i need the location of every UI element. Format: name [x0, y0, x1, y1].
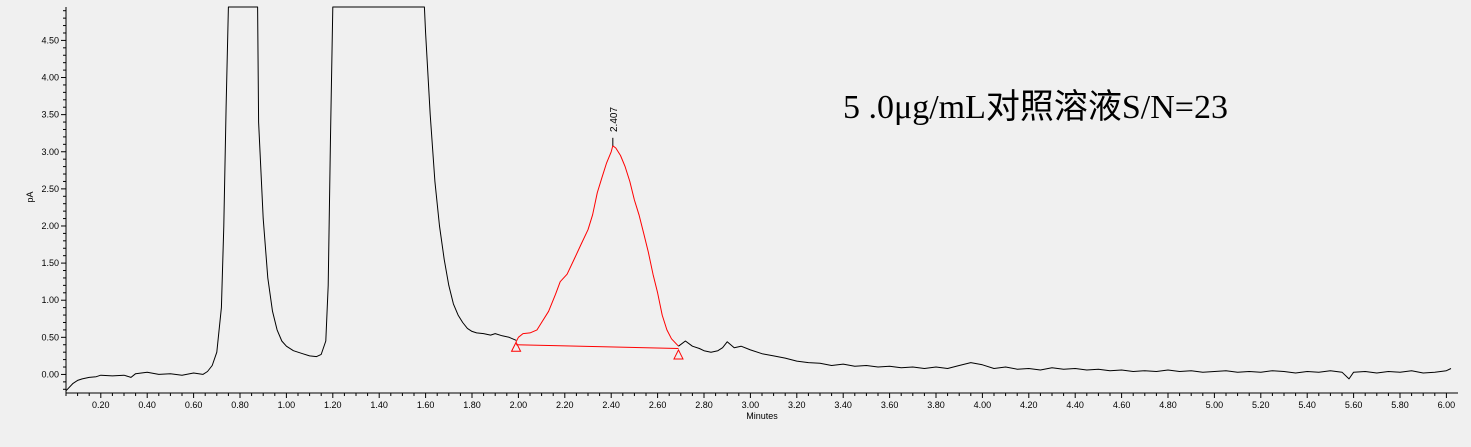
y-tick-label: 1.00	[41, 295, 59, 305]
y-tick-label: 2.50	[41, 184, 59, 194]
x-tick-label: 2.80	[695, 400, 713, 410]
y-tick-label: 4.50	[41, 35, 59, 45]
y-tick-label: 2.00	[41, 221, 59, 231]
y-tick-label: 0.00	[41, 369, 59, 379]
x-tick-label: 3.20	[788, 400, 806, 410]
ticks: 0.20 0.40 0.60 0.80 1.00 1.20 1.40 1.60 1.80 2.00…	[41, 10, 1456, 410]
y-axis-label: pA	[25, 191, 35, 202]
x-tick-label: 2.20	[556, 400, 574, 410]
y-tick-label: 3.00	[41, 147, 59, 157]
x-tick-label: 0.20	[92, 400, 110, 410]
x-tick-label: 1.20	[324, 400, 342, 410]
trace-segment-0	[65, 6, 517, 392]
x-tick-label: 3.60	[881, 400, 899, 410]
x-axis-label: Minutes	[746, 411, 778, 421]
y-tick-label: 4.00	[41, 73, 59, 83]
x-tick-label: 1.60	[417, 400, 435, 410]
x-tick-label: 3.40	[834, 400, 852, 410]
peak-baseline	[516, 344, 679, 349]
x-tick-label: 5.80	[1391, 400, 1409, 410]
x-tick-label: 5.20	[1252, 400, 1270, 410]
x-tick-label: 0.40	[138, 400, 156, 410]
peak-end-marker	[673, 348, 684, 360]
y-tick-label: 1.50	[41, 258, 59, 268]
peak-marks	[510, 137, 684, 360]
x-tick-label: 5.40	[1298, 400, 1316, 410]
x-tick-label: 4.60	[1113, 400, 1131, 410]
trace-segment-1	[515, 145, 679, 347]
x-tick-label: 2.40	[602, 400, 620, 410]
x-tick-label: 3.80	[927, 400, 945, 410]
traces	[65, 6, 1452, 392]
x-tick-label: 1.40	[370, 400, 388, 410]
peak-start-marker	[510, 341, 522, 352]
x-tick-label: 4.40	[1066, 400, 1084, 410]
x-tick-label: 4.20	[1020, 400, 1038, 410]
x-tick-label: 4.00	[974, 400, 992, 410]
trace-segment-2	[678, 340, 1452, 380]
x-tick-label: 1.00	[278, 400, 296, 410]
x-tick-label: 5.60	[1345, 400, 1363, 410]
sn-annotation: 5 .0μg/mL对照溶液S/N=23	[843, 88, 1228, 126]
x-tick-label: 6.00	[1438, 400, 1456, 410]
x-tick-label: 2.60	[649, 400, 667, 410]
y-tick-label: 0.50	[41, 332, 59, 342]
peak-retention-label: 2.407	[609, 107, 620, 132]
x-tick-label: 2.00	[510, 400, 528, 410]
y-tick-label: 3.50	[41, 110, 59, 120]
x-tick-label: 3.00	[742, 400, 760, 410]
x-tick-label: 4.80	[1159, 400, 1177, 410]
x-tick-label: 1.80	[463, 400, 481, 410]
axes	[65, 7, 1458, 394]
x-tick-label: 0.80	[231, 400, 249, 410]
x-tick-label: 5.00	[1206, 400, 1224, 410]
x-tick-label: 0.60	[185, 400, 203, 410]
